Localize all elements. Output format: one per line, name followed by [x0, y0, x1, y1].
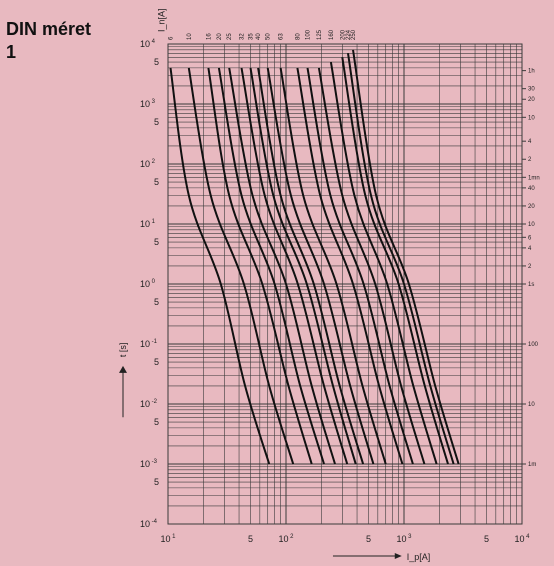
- right-tick-label: 20: [528, 204, 535, 210]
- fuse-curve-40a: [257, 67, 365, 465]
- y-tick-label: 10 -2: [140, 399, 158, 409]
- fuse-curve-20a: [217, 67, 325, 465]
- x-tick-label: 10 1: [160, 534, 176, 544]
- right-tick-label: 20: [528, 97, 535, 103]
- top-rating-label: 40: [256, 33, 262, 40]
- right-tick-label: 1mn: [528, 175, 540, 181]
- x-tick-label: 10 3: [396, 534, 412, 544]
- fuse-curve-80a: [296, 67, 404, 465]
- fuse-curve-224a: [347, 53, 455, 465]
- right-tick-label: 4: [528, 139, 532, 145]
- top-rating-label: 200: [340, 29, 346, 40]
- top-rating-label: 224: [346, 29, 352, 40]
- right-tick-label: 40: [528, 186, 535, 192]
- fuse-curve-25a: [228, 67, 336, 465]
- right-tick-label: 30: [528, 87, 535, 93]
- fuse-curve-63a: [279, 67, 387, 465]
- top-rating-label: 16: [206, 33, 212, 40]
- x-tick-label: 5: [484, 534, 489, 544]
- fuse-curve-100a: [306, 67, 414, 465]
- x-axis-label: I_p[A]: [407, 552, 431, 562]
- y-axis-label: t [s]: [118, 343, 128, 358]
- y-tick-label: 5: [154, 477, 159, 487]
- y-tick-label: 10 2: [140, 159, 156, 169]
- fuse-curve-250a: [352, 49, 460, 465]
- top-rating-label: 6: [169, 36, 175, 40]
- y-tick-label: 10 -4: [140, 519, 158, 529]
- top-rating-label: 32: [240, 33, 246, 40]
- right-tick-label: 1s: [528, 282, 534, 288]
- y-tick-label: 10 -1: [140, 339, 158, 349]
- right-tick-label: 10: [528, 402, 535, 408]
- top-rating-label: 63: [279, 33, 285, 40]
- right-tick-label: 2: [528, 264, 532, 270]
- right-tick-label: 100: [528, 342, 539, 348]
- right-tick-label: 10: [528, 115, 535, 121]
- x-tick-label: 5: [248, 534, 253, 544]
- right-tick-label: 1m: [528, 462, 536, 468]
- top-rating-label: 125: [317, 29, 323, 40]
- y-tick-label: 5: [154, 237, 159, 247]
- y-tick-label: 5: [154, 117, 159, 127]
- top-rating-label: 35: [249, 33, 255, 40]
- y-tick-label: 5: [154, 57, 159, 67]
- top-rating-label: 10: [187, 33, 193, 40]
- fuse-curve-16a: [207, 67, 313, 465]
- y-tick-label: 10 4: [140, 39, 156, 49]
- fuse-curve-125a: [317, 67, 426, 465]
- top-axis-label: I_n[A]: [156, 8, 166, 32]
- top-rating-label: 100: [306, 29, 312, 40]
- y-tick-label: 5: [154, 357, 159, 367]
- y-tick-label: 10 -3: [140, 459, 158, 469]
- y-tick-label: 5: [154, 177, 159, 187]
- right-tick-label: 2: [528, 157, 532, 163]
- y-axis-arrowhead: [119, 365, 127, 373]
- top-rating-label: 25: [227, 33, 233, 40]
- y-tick-label: 5: [154, 297, 159, 307]
- title-line-2: 1: [6, 42, 17, 62]
- x-tick-label: 5: [366, 534, 371, 544]
- fuse-curves: [169, 49, 460, 465]
- right-tick-label: 4: [528, 246, 532, 252]
- top-rating-label: 80: [295, 33, 301, 40]
- y-tick-label: 10 3: [140, 99, 156, 109]
- title-line-1: DIN méret: [6, 19, 92, 39]
- x-axis-arrowhead: [394, 553, 402, 559]
- chart-title: DIN méret 1: [6, 18, 91, 64]
- right-tick-label: 1h: [528, 69, 535, 75]
- fuse-curve-50a: [266, 67, 375, 465]
- x-tick-label: 10 4: [514, 534, 530, 544]
- top-rating-label: 250: [351, 29, 357, 40]
- fuse-curve-32a: [240, 67, 349, 465]
- fuse-curve-200a: [341, 57, 449, 465]
- top-rating-label: 50: [266, 33, 272, 40]
- fuse-curve-160a: [329, 61, 438, 465]
- x-tick-label: 10 2: [278, 534, 294, 544]
- y-tick-label: 10 1: [140, 219, 156, 229]
- right-tick-label: 6: [528, 235, 532, 241]
- y-tick-label: 10 0: [140, 279, 156, 289]
- top-rating-label: 20: [217, 33, 223, 40]
- fuse-curve-10a: [187, 67, 295, 465]
- top-rating-label: 160: [329, 29, 335, 40]
- fuse-curve-6a: [169, 67, 271, 465]
- fuse-curve-35a: [249, 67, 357, 465]
- right-tick-label: 10: [528, 222, 535, 228]
- y-tick-label: 5: [154, 417, 159, 427]
